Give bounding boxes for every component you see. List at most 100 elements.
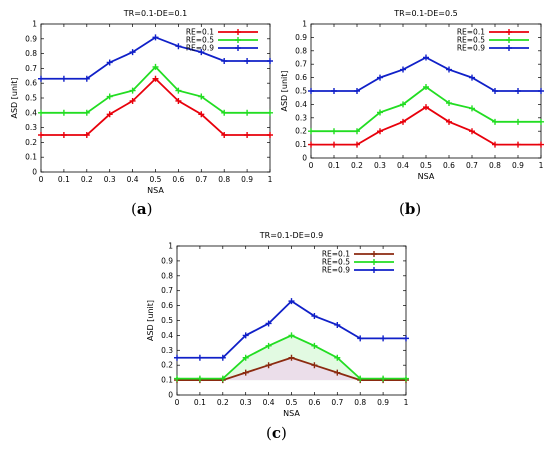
series-point-RE=0.9 [538,88,544,94]
x-tick-label: 1 [268,175,273,184]
legend-marker [235,29,241,35]
legend-label: RE=0.5 [186,36,214,45]
y-tick-label: 0 [302,154,307,163]
series-point-RE=0.9 [267,58,273,64]
x-tick-label: 0.7 [331,398,343,407]
series-point-RE=0.1 [265,362,272,369]
y-tick-label: 0.7 [161,286,173,295]
series-point-RE=0.5 [129,87,136,94]
y-tick-label: 0 [168,391,173,400]
x-tick-label: 0.2 [217,398,229,407]
series-point-RE=0.9 [288,298,295,305]
series-point-RE=0.1 [334,369,341,376]
y-axis-label: ASD [unit] [146,300,155,341]
y-axis-label: ASD [unit] [10,78,19,119]
y-tick-label: 0.7 [295,60,307,69]
x-tick-label: 0.4 [397,161,409,170]
series-point-RE=0.5 [423,83,429,90]
legend-label: RE=0.9 [322,266,350,275]
series-point-RE=0.9 [244,58,251,64]
x-tick-label: 0.4 [263,398,275,407]
y-tick-label: 0.4 [295,100,307,109]
y-tick-label: 0.1 [161,376,173,385]
y-tick-label: 0.5 [161,316,173,325]
y-tick-label: 0.4 [25,108,37,117]
x-tick-label: 0.1 [194,398,206,407]
series-point-RE=0.5 [331,128,337,135]
series-point-RE=0.1 [446,118,452,125]
series-point-RE=0.5 [538,118,544,125]
series-point-RE=0.1 [60,132,67,138]
y-tick-label: 0.1 [25,153,37,162]
series-line-RE=0.9 [41,36,270,80]
x-tick-label: 0.3 [374,161,386,170]
y-tick-label: 0 [32,168,37,177]
y-tick-label: 0.9 [295,33,307,42]
y-tick-label: 0.4 [161,331,173,340]
y-tick-label: 0.6 [295,73,307,82]
series-point-RE=0.9 [357,335,364,342]
chart-panel-a: 0 0.1 0.2 0.3 0.4 0.5 0.6 0.7 0.8 0.9 1 0 0.1 0.2 0.3 0… [10,9,273,195]
x-axis-label: NSA [418,172,435,181]
series-point-RE=0.9 [423,54,429,61]
panel-label-c: (c) [266,424,287,442]
series-point-RE=0.1 [198,111,205,118]
y-tick-label: 0.5 [25,94,37,103]
series-point-RE=0.9 [446,66,452,73]
series-line-RE=0.1 [311,106,541,146]
series-point-RE=0.1 [244,132,251,138]
series-point-RE=0.9 [377,74,383,81]
series-point-RE=0.5 [244,109,251,116]
series-point-RE=0.1 [242,369,249,376]
series-point-RE=0.9 [311,313,318,320]
series-point-RE=0.9 [403,335,409,342]
y-tick-label: 0.8 [161,271,173,280]
legend-label: RE=0.5 [322,258,350,267]
series-point-RE=0.1 [83,132,90,138]
y-tick-label: 0.8 [25,49,37,58]
series-point-RE=0.9 [515,88,521,94]
legend-label: RE=0.5 [457,36,485,45]
series-point-RE=0.9 [469,74,475,81]
x-tick-label: 0.8 [354,398,366,407]
x-tick-label: 0.3 [104,175,116,184]
panel-label-b: (b) [399,200,422,218]
series-point-RE=0.1 [331,141,337,148]
x-tick-label: 0 [309,161,314,170]
legend-marker [506,37,512,43]
series-point-RE=0.5 [377,109,383,116]
x-axis-label: NSA [147,186,164,195]
series-point-RE=0.1 [152,75,159,82]
series-point-RE=0.9 [308,88,314,94]
series-point-RE=0.9 [380,335,387,342]
x-axis-label: NSA [283,409,300,418]
series-point-RE=0.1 [308,141,314,148]
x-tick-label: 0.5 [150,175,162,184]
y-tick-label: 0.3 [161,346,173,355]
x-tick-label: 1 [539,161,544,170]
series-point-RE=0.5 [38,109,44,116]
series-point-RE=0.5 [334,354,341,361]
series-point-RE=0.9 [265,320,272,327]
series-point-RE=0.9 [221,58,228,64]
y-tick-label: 0.3 [295,113,307,122]
series-point-RE=0.9 [60,75,67,82]
area-shade-pink [177,357,406,381]
y-tick-label: 0.8 [295,46,307,55]
x-tick-label: 0.9 [241,175,253,184]
series-point-RE=0.1 [175,97,182,104]
series-point-RE=0.5 [152,63,159,70]
x-tick-label: 0 [39,175,44,184]
x-tick-label: 0.5 [420,161,432,170]
x-tick-label: 0.3 [240,398,252,407]
series-point-RE=0.9 [83,75,90,82]
series-point-RE=0.5 [60,109,67,116]
series-point-RE=0.5 [221,109,228,116]
legend-label: RE=0.1 [322,250,350,259]
series-point-RE=0.9 [129,49,136,56]
chart-title: TR=0.1-DE=0.1 [123,9,187,18]
legend-marker [371,267,377,273]
plot-frame [40,23,271,173]
legend-marker [371,259,377,265]
